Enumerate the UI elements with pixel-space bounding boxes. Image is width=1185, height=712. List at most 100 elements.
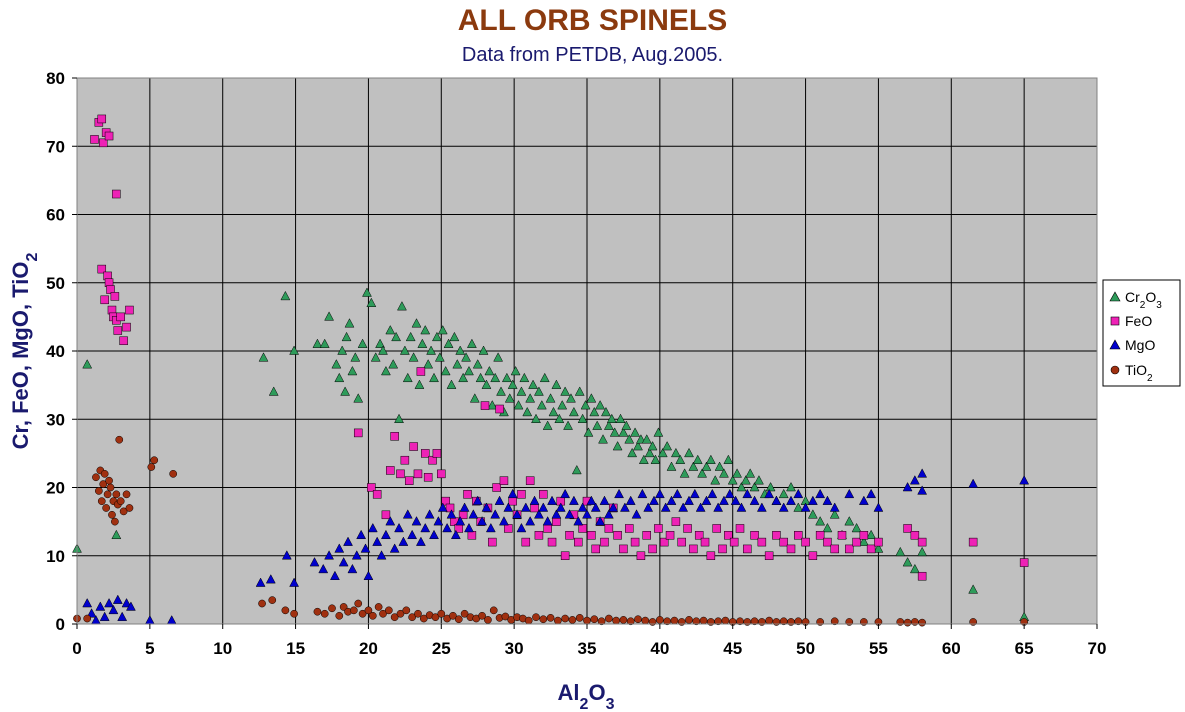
point-feo [591, 544, 600, 554]
point-feo [694, 531, 704, 540]
point-feo [372, 490, 382, 499]
point-mgo [125, 601, 136, 611]
point-mgo [490, 509, 501, 519]
point-cr2o3 [414, 379, 425, 389]
point-mgo [619, 502, 630, 512]
point-cr2o3 [504, 393, 515, 403]
point-cr2o3 [732, 468, 743, 478]
point-mgo [516, 522, 527, 533]
point-tio2 [431, 613, 440, 622]
point-mgo [343, 536, 353, 546]
point-cr2o3 [469, 393, 480, 403]
point-feo [642, 531, 651, 540]
point-cr2o3 [429, 372, 439, 383]
point-mgo [713, 502, 724, 512]
point-cr2o3 [258, 352, 269, 362]
point-tio2 [419, 614, 428, 623]
point-mgo [529, 495, 540, 505]
point-mgo [551, 509, 562, 519]
point-mgo [771, 495, 782, 505]
point-cr2o3 [493, 352, 504, 362]
point-mgo [351, 550, 362, 560]
point-cr2o3 [719, 468, 729, 478]
point-mgo [99, 611, 110, 621]
point-feo [712, 524, 721, 533]
point-cr2o3 [289, 345, 300, 355]
point-feo [729, 537, 739, 547]
point-mgo [520, 502, 531, 512]
point-mgo [437, 502, 448, 512]
point-mgo [429, 529, 439, 540]
point-cr2o3 [675, 454, 686, 464]
point-tio2 [437, 609, 446, 618]
point-feo [630, 537, 640, 547]
point-tio2 [358, 609, 367, 618]
point-mgo [917, 485, 928, 495]
point-tio2 [554, 616, 562, 625]
point-cr2o3 [434, 352, 445, 362]
point-cr2o3 [405, 331, 416, 342]
point-mgo [917, 468, 928, 478]
point-cr2o3 [464, 365, 474, 376]
point-cr2o3 [714, 461, 725, 471]
point-cr2o3 [554, 413, 565, 423]
point-feo [724, 531, 733, 540]
point-cr2o3 [340, 386, 351, 396]
point-cr2o3 [627, 447, 638, 458]
point-cr2o3 [749, 481, 760, 492]
point-mgo [376, 550, 387, 560]
point-mgo [909, 475, 920, 485]
point-cr2o3 [895, 546, 906, 557]
point-cr2o3 [357, 338, 368, 348]
point-feo [659, 537, 669, 547]
point-feo [654, 524, 663, 533]
point-mgo [86, 608, 97, 618]
point-cr2o3 [481, 379, 492, 389]
point-feo [97, 264, 107, 274]
point-cr2o3 [844, 516, 855, 526]
point-mgo [289, 577, 300, 587]
data-series [72, 114, 1030, 627]
point-feo [122, 322, 131, 332]
point-mgo [324, 550, 335, 560]
point-feo [367, 483, 376, 492]
point-tio2 [568, 616, 577, 624]
point-cr2o3 [542, 420, 553, 430]
point-cr2o3 [829, 509, 840, 519]
point-feo [671, 517, 681, 526]
point-cr2o3 [866, 529, 877, 540]
point-feo [560, 551, 570, 560]
point-tio2 [524, 616, 533, 625]
point-cr2o3 [786, 481, 796, 492]
point-mgo [503, 502, 514, 512]
point-cr2o3 [723, 454, 734, 464]
point-tio2 [501, 612, 510, 621]
point-mgo [807, 495, 818, 505]
point-cr2o3 [487, 400, 498, 410]
y-tick-label: 60 [46, 206, 65, 225]
point-tio2 [83, 614, 92, 623]
point-mgo [724, 488, 735, 499]
point-tio2 [100, 470, 109, 478]
point-mgo [329, 570, 340, 580]
point-mgo [736, 502, 747, 512]
point-cr2o3 [560, 386, 571, 396]
point-mgo [573, 516, 584, 526]
legend-label-tio2: TiO2 [1125, 362, 1153, 384]
axes: 0 5 10 15 20 25 30 35 40 45 50 55 60 65 70 0 10 20 30 40 50 6… [46, 69, 1106, 658]
point-tio2 [105, 476, 113, 485]
point-feo [423, 473, 433, 482]
point-mgo [684, 495, 694, 505]
point-feo [437, 469, 446, 479]
point-cr2o3 [394, 413, 404, 423]
point-feo [353, 428, 363, 438]
point-mgo [309, 557, 320, 567]
point-mgo [455, 516, 466, 526]
point-cr2o3 [621, 420, 632, 430]
point-tio2 [115, 435, 124, 444]
point-mgo [625, 495, 636, 505]
point-cr2o3 [280, 290, 291, 301]
point-tio2 [449, 611, 457, 620]
chart-title: ALL ORB SPINELS [457, 4, 728, 37]
